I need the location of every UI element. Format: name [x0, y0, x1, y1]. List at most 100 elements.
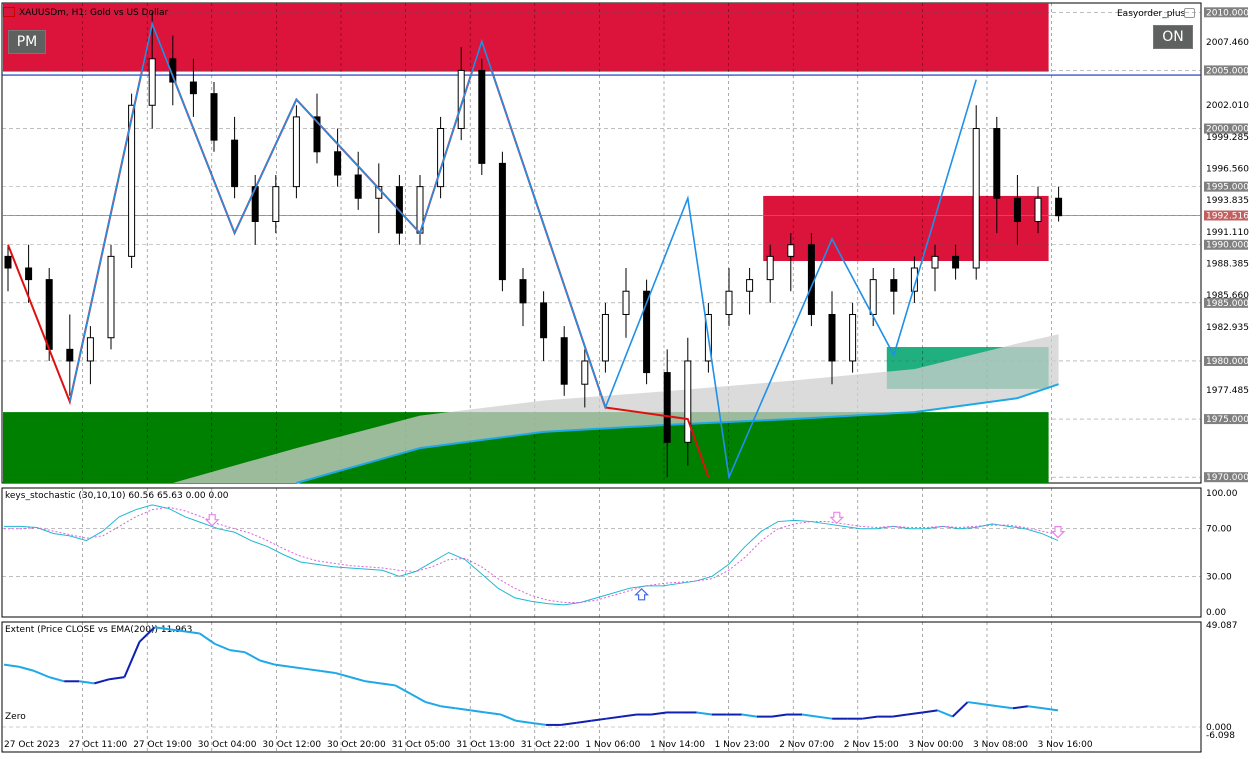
price-label-box: [1204, 7, 1248, 18]
stochastic-axis-label: 0.00: [1206, 608, 1226, 618]
time-axis-label: 2 Nov 15:00: [844, 740, 899, 750]
supply-zone-top: [3, 3, 1049, 72]
stochastic-line: [4, 504, 1059, 606]
price-axis-label: 1999.285: [1206, 133, 1249, 143]
pm-button[interactable]: PM: [8, 30, 46, 54]
candle-body: [86, 337, 94, 362]
extent-line-segment: [922, 709, 938, 714]
price-axis-label: 1995.000: [1206, 183, 1249, 193]
time-axis-label: 3 Nov 00:00: [908, 740, 963, 750]
panel-frame: [1, 487, 1202, 618]
price-axis-label: 1993.835: [1206, 196, 1249, 206]
extent-line-segment: [18, 665, 35, 672]
candle-body: [231, 139, 239, 188]
candle-body: [519, 279, 527, 304]
candle-body: [189, 81, 197, 95]
robot-hat-icon: [1184, 8, 1195, 18]
price-label-box: [1204, 239, 1248, 250]
candle-body: [66, 348, 74, 362]
extent-line-segment: [48, 676, 65, 683]
extent-line-segment: [94, 678, 110, 685]
extent-line-segment: [801, 713, 818, 718]
panel-frame: [1, 621, 1202, 753]
candle-body: [725, 290, 733, 315]
candle-body: [313, 116, 321, 153]
candle-body: [972, 128, 980, 269]
extent-line-segment: [515, 719, 532, 724]
extent-line-segment: [862, 715, 878, 720]
time-axis-label: 3 Nov 08:00: [973, 740, 1028, 750]
candle-body: [107, 255, 115, 339]
extent-line-segment: [696, 711, 712, 716]
extent-line-segment: [530, 721, 547, 726]
extent-line-segment: [184, 630, 200, 635]
price-axis-label: 1985.660: [1206, 291, 1249, 301]
candle-body: [952, 255, 960, 269]
extent-line-segment: [982, 703, 998, 708]
candle-body: [849, 313, 857, 362]
on-button[interactable]: ON: [1153, 25, 1193, 49]
extent-line-segment: [380, 682, 396, 687]
extent-line-segment: [500, 713, 517, 722]
sell-arrow-icon: [1050, 525, 1066, 539]
extent-line-segment: [169, 628, 185, 633]
extent-axis-label: -6.098: [1206, 731, 1235, 741]
candle-body: [581, 360, 589, 385]
candle-body: [272, 186, 280, 222]
extent-line-segment: [591, 717, 607, 722]
extent-line-segment: [651, 711, 667, 716]
candle-body: [354, 174, 362, 199]
time-axis-label: 1 Nov 14:00: [650, 740, 705, 750]
price-axis-label: 1985.000: [1206, 299, 1249, 309]
candle-body: [622, 290, 630, 315]
extent-line-segment: [455, 707, 471, 712]
extent-line-segment: [1042, 707, 1059, 712]
sell-arrow-icon: [829, 511, 845, 525]
price-axis-label: 1980.000: [1206, 357, 1249, 367]
extent-line-segment: [560, 721, 577, 726]
extent-line-segment: [33, 669, 50, 679]
buy-arrow-icon: [634, 587, 650, 601]
extent-line-segment: [425, 701, 441, 708]
extent-line-segment: [1012, 705, 1029, 710]
time-axis-label: 30 Oct 20:00: [327, 740, 386, 750]
price-axis-label: 2005.000: [1206, 66, 1249, 76]
candle-body: [540, 302, 548, 339]
extent-line-segment: [199, 632, 216, 645]
price-label-box: [1204, 414, 1248, 425]
extent-line-segment: [365, 680, 381, 685]
time-axis-label: 31 Oct 05:00: [392, 740, 451, 750]
extent-line-segment: [214, 642, 231, 652]
extent-line-segment: [470, 709, 486, 714]
extent-line-segment: [274, 663, 291, 668]
candle-body: [148, 58, 156, 106]
price-label-box: [1204, 472, 1248, 483]
sell-arrow-icon: [204, 514, 220, 527]
extent-line-segment: [410, 692, 427, 703]
time-axis-label: 31 Oct 13:00: [456, 740, 515, 750]
candle-body: [4, 255, 12, 269]
extent-line-segment: [123, 641, 141, 678]
zigzag-blue: [69, 21, 977, 481]
candle-body: [25, 267, 33, 281]
time-axis-label: 30 Oct 12:00: [262, 740, 321, 750]
price-axis-label: 1977.485: [1206, 386, 1249, 396]
stochastic-line: [4, 506, 1059, 603]
time-axis-label: 31 Oct 22:00: [521, 740, 580, 750]
price-axis-label: 2002.010: [1206, 101, 1249, 111]
symbol-title: XAUUSDm, H1: Gold vs US Dollar: [19, 8, 169, 18]
time-axis-label: 30 Oct 04:00: [198, 740, 257, 750]
price-label-box: [1204, 210, 1248, 221]
zero-label: Zero: [5, 712, 26, 722]
candle-body: [292, 116, 300, 188]
extent-line-segment: [305, 667, 321, 672]
extent-line-segment: [395, 684, 412, 695]
candle-body: [1013, 197, 1021, 222]
price-axis-label: 2007.460: [1206, 38, 1249, 48]
extent-line-segment: [154, 626, 170, 631]
extent-line-segment: [937, 709, 953, 718]
candle-body: [828, 313, 836, 362]
extent-line-segment: [259, 659, 276, 666]
